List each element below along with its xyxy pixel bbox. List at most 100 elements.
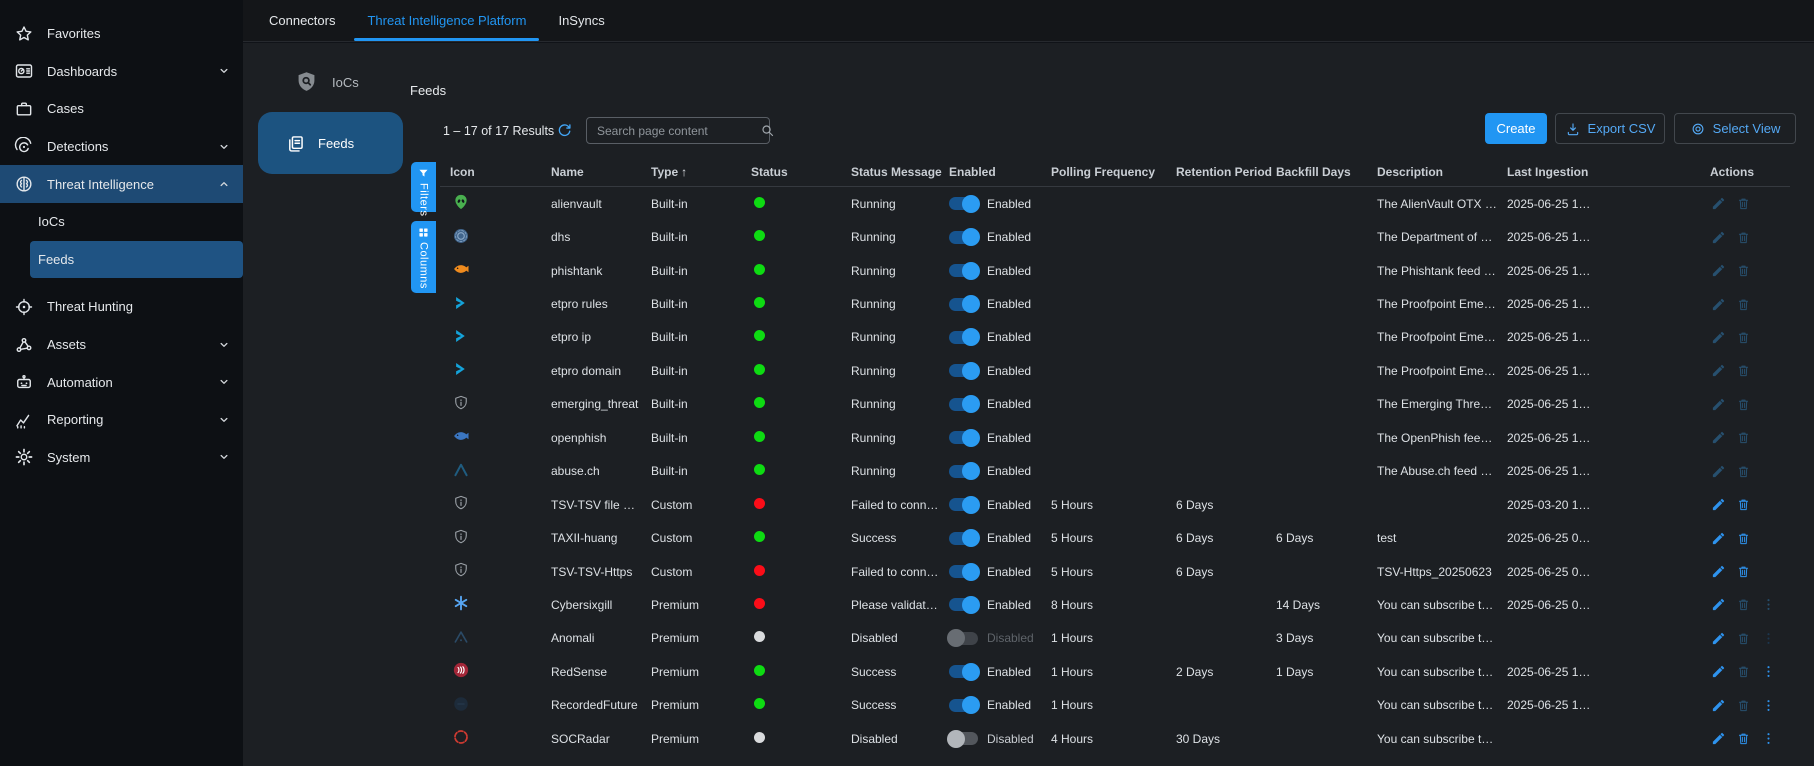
delete-icon[interactable] xyxy=(1735,196,1751,212)
column-header-backfill-days[interactable]: Backfill Days xyxy=(1276,164,1351,179)
column-header-name[interactable]: Name xyxy=(551,164,584,179)
table-row[interactable]: openphish Built-in Running Enabled The O… xyxy=(440,421,1790,454)
delete-icon[interactable] xyxy=(1735,296,1751,312)
enabled-toggle[interactable] xyxy=(949,361,980,380)
table-row[interactable]: dhs Built-in Running Enabled The Departm… xyxy=(440,220,1790,253)
subnav-item-feeds[interactable]: Feeds xyxy=(258,112,403,174)
select-view-button[interactable]: Select View xyxy=(1674,113,1796,144)
edit-icon[interactable] xyxy=(1710,497,1726,513)
table-row[interactable]: etpro rules Built-in Running Enabled The… xyxy=(440,287,1790,320)
delete-icon[interactable] xyxy=(1735,630,1751,646)
delete-icon[interactable] xyxy=(1735,664,1751,680)
table-row[interactable]: Cybersixgill Premium Please validat… Ena… xyxy=(440,588,1790,621)
kebab-menu-icon[interactable] xyxy=(1760,630,1776,646)
enabled-toggle[interactable] xyxy=(949,696,980,715)
edit-icon[interactable] xyxy=(1710,329,1726,345)
delete-icon[interactable] xyxy=(1735,430,1751,446)
edit-icon[interactable] xyxy=(1710,697,1726,713)
enabled-toggle[interactable] xyxy=(949,662,980,681)
delete-icon[interactable] xyxy=(1735,263,1751,279)
edit-icon[interactable] xyxy=(1710,630,1726,646)
delete-icon[interactable] xyxy=(1735,363,1751,379)
edit-icon[interactable] xyxy=(1710,430,1726,446)
table-row[interactable]: Anomali Premium Disabled Disabled 1 Hour… xyxy=(440,622,1790,655)
kebab-menu-icon[interactable] xyxy=(1760,697,1776,713)
sidebar-item-assets[interactable]: Assets xyxy=(0,326,243,364)
enabled-toggle[interactable] xyxy=(949,228,980,247)
edit-icon[interactable] xyxy=(1710,530,1726,546)
column-header-status[interactable]: Status xyxy=(751,164,788,179)
table-row[interactable]: RecordedFuture Premium Success Enabled 1… xyxy=(440,689,1790,722)
delete-icon[interactable] xyxy=(1735,497,1751,513)
delete-icon[interactable] xyxy=(1735,396,1751,412)
enabled-toggle[interactable] xyxy=(949,462,980,481)
table-row[interactable]: SOCRadar Premium Disabled Disabled 4 Hou… xyxy=(440,722,1790,755)
column-header-status-message[interactable]: Status Message xyxy=(851,164,942,179)
kebab-menu-icon[interactable] xyxy=(1760,731,1776,747)
edit-icon[interactable] xyxy=(1710,396,1726,412)
column-header-description[interactable]: Description xyxy=(1377,164,1444,179)
enabled-toggle[interactable] xyxy=(949,395,980,414)
column-header-retention-period[interactable]: Retention Period xyxy=(1176,164,1273,179)
enabled-toggle[interactable] xyxy=(949,194,980,213)
column-header-actions[interactable]: Actions xyxy=(1710,164,1755,179)
enabled-toggle[interactable] xyxy=(947,629,978,648)
column-header-type[interactable]: Type ↑ xyxy=(651,164,688,179)
column-header-enabled[interactable]: Enabled xyxy=(949,164,996,179)
filters-tab[interactable]: Filters xyxy=(411,162,436,216)
enabled-toggle[interactable] xyxy=(949,428,980,447)
column-header-icon[interactable]: Icon xyxy=(450,164,475,179)
sidebar-item-cases[interactable]: Cases xyxy=(0,90,243,128)
sidebar-item-feeds[interactable]: Feeds xyxy=(30,240,243,279)
export-csv-button[interactable]: Export CSV xyxy=(1555,113,1665,144)
column-header-polling-frequency[interactable]: Polling Frequency xyxy=(1051,164,1156,179)
edit-icon[interactable] xyxy=(1710,463,1726,479)
enabled-toggle[interactable] xyxy=(949,495,980,514)
enabled-toggle[interactable] xyxy=(949,562,980,581)
enabled-toggle[interactable] xyxy=(949,529,980,548)
table-row[interactable]: phishtank Built-in Running Enabled The P… xyxy=(440,254,1790,287)
edit-icon[interactable] xyxy=(1710,597,1726,613)
delete-icon[interactable] xyxy=(1735,463,1751,479)
table-row[interactable]: etpro ip Built-in Running Enabled The Pr… xyxy=(440,321,1790,354)
enabled-toggle[interactable] xyxy=(949,295,980,314)
subnav-item-iocs[interactable]: IoCs xyxy=(294,69,359,95)
delete-icon[interactable] xyxy=(1735,564,1751,580)
edit-icon[interactable] xyxy=(1710,229,1726,245)
tab-threat-intelligence-platform[interactable]: Threat Intelligence Platform xyxy=(351,0,542,41)
edit-icon[interactable] xyxy=(1710,664,1726,680)
enabled-toggle[interactable] xyxy=(947,729,978,748)
table-row[interactable]: emerging_threat Built-in Running Enabled… xyxy=(440,388,1790,421)
enabled-toggle[interactable] xyxy=(949,261,980,280)
table-row[interactable]: alienvault Built-in Running Enabled The … xyxy=(440,187,1790,220)
sidebar-item-favorites[interactable]: Favorites xyxy=(0,15,243,53)
refresh-icon[interactable] xyxy=(556,122,573,139)
edit-icon[interactable] xyxy=(1710,564,1726,580)
create-button[interactable]: Create xyxy=(1485,113,1547,144)
sidebar-item-threat-intelligence[interactable]: Threat Intelligence xyxy=(0,165,243,203)
edit-icon[interactable] xyxy=(1710,731,1726,747)
edit-icon[interactable] xyxy=(1710,263,1726,279)
enabled-toggle[interactable] xyxy=(949,328,980,347)
sidebar-item-iocs[interactable]: IoCs xyxy=(38,214,65,230)
table-row[interactable]: TSV-TSV-Https Custom Failed to conn… Ena… xyxy=(440,555,1790,588)
sidebar-item-automation[interactable]: Automation xyxy=(0,363,243,401)
delete-icon[interactable] xyxy=(1735,329,1751,345)
tab-insyncs[interactable]: InSyncs xyxy=(558,13,605,28)
edit-icon[interactable] xyxy=(1710,296,1726,312)
edit-icon[interactable] xyxy=(1710,196,1726,212)
enabled-toggle[interactable] xyxy=(949,595,980,614)
tab-connectors[interactable]: Connectors xyxy=(269,13,336,28)
delete-icon[interactable] xyxy=(1735,731,1751,747)
table-row[interactable]: etpro domain Built-in Running Enabled Th… xyxy=(440,354,1790,387)
delete-icon[interactable] xyxy=(1735,229,1751,245)
table-row[interactable]: TAXII-huang Custom Success Enabled 5 Hou… xyxy=(440,521,1790,554)
search-input[interactable] xyxy=(595,122,754,139)
columns-tab[interactable]: Columns xyxy=(411,221,436,293)
kebab-menu-icon[interactable] xyxy=(1760,664,1776,680)
delete-icon[interactable] xyxy=(1735,597,1751,613)
sidebar-item-system[interactable]: System xyxy=(0,439,243,477)
delete-icon[interactable] xyxy=(1735,697,1751,713)
delete-icon[interactable] xyxy=(1735,530,1751,546)
sidebar-item-dashboards[interactable]: Dashboards xyxy=(0,53,243,91)
